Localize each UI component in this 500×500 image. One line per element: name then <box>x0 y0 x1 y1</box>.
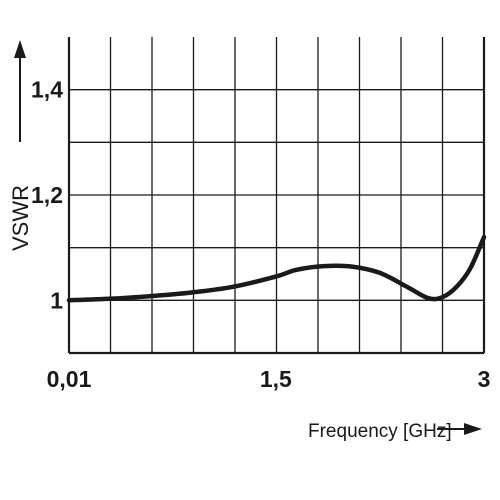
x-tick-labels: 0,01 1,5 3 <box>47 366 491 392</box>
y-tick-labels: 1 1,2 1,4 <box>31 77 63 314</box>
x-axis-arrow-icon <box>437 423 482 435</box>
x-tick-label: 0,01 <box>47 366 92 392</box>
x-tick-label: 1,5 <box>260 366 292 392</box>
y-tick-label: 1 <box>50 287 63 313</box>
y-axis-arrow-icon <box>14 40 26 142</box>
vswr-series-line <box>66 234 487 303</box>
y-tick-label: 1,2 <box>31 182 63 208</box>
y-tick-label: 1,4 <box>31 77 63 103</box>
y-axis-title: VSWR <box>8 185 33 251</box>
x-tick-label: 3 <box>478 366 491 392</box>
grid <box>69 37 484 353</box>
x-axis-title: Frequency [GHz] <box>308 421 452 442</box>
